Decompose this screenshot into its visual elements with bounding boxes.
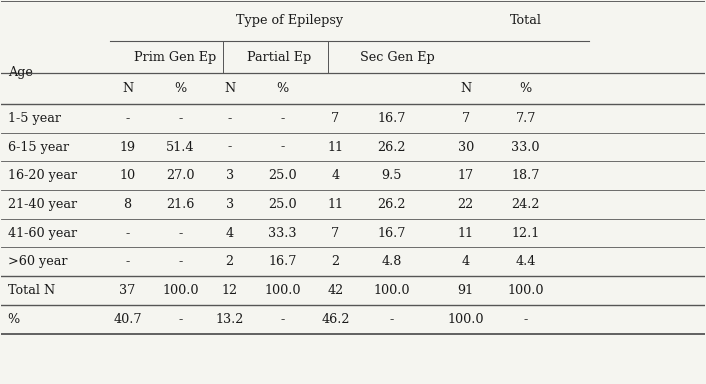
Text: -: - xyxy=(126,112,130,125)
Text: 42: 42 xyxy=(328,284,344,297)
Text: 10: 10 xyxy=(119,169,136,182)
Text: 30: 30 xyxy=(457,141,474,154)
Text: 4.8: 4.8 xyxy=(381,255,402,268)
Text: -: - xyxy=(390,313,394,326)
Text: 9.5: 9.5 xyxy=(381,169,402,182)
Text: 1-5 year: 1-5 year xyxy=(8,112,61,125)
Text: %: % xyxy=(520,82,532,95)
Text: 22: 22 xyxy=(457,198,474,211)
Text: 16-20 year: 16-20 year xyxy=(8,169,77,182)
Text: 16.7: 16.7 xyxy=(268,255,297,268)
Text: 11: 11 xyxy=(328,141,343,154)
Text: 19: 19 xyxy=(119,141,136,154)
Text: 16.7: 16.7 xyxy=(378,112,406,125)
Text: 7.7: 7.7 xyxy=(515,112,536,125)
Text: -: - xyxy=(280,112,285,125)
Text: 11: 11 xyxy=(457,227,474,240)
Text: 46.2: 46.2 xyxy=(321,313,349,326)
Text: 4: 4 xyxy=(462,255,469,268)
Text: 16.7: 16.7 xyxy=(378,227,406,240)
Text: -: - xyxy=(178,313,182,326)
Text: 3: 3 xyxy=(226,198,234,211)
Text: 13.2: 13.2 xyxy=(215,313,244,326)
Text: 17: 17 xyxy=(457,169,474,182)
Text: -: - xyxy=(178,112,182,125)
Text: 27.0: 27.0 xyxy=(166,169,195,182)
Text: 40.7: 40.7 xyxy=(113,313,142,326)
Text: %: % xyxy=(8,313,20,326)
Text: 37: 37 xyxy=(119,284,136,297)
Text: 100.0: 100.0 xyxy=(508,284,544,297)
Text: N: N xyxy=(460,82,472,95)
Text: %: % xyxy=(277,82,289,95)
Text: -: - xyxy=(227,141,232,154)
Text: Type of Epilepsy: Type of Epilepsy xyxy=(236,14,343,27)
Text: 4: 4 xyxy=(331,169,340,182)
Text: -: - xyxy=(524,313,528,326)
Text: 7: 7 xyxy=(462,112,469,125)
Text: 25.0: 25.0 xyxy=(268,169,297,182)
Text: 2: 2 xyxy=(226,255,234,268)
Text: -: - xyxy=(280,141,285,154)
Text: N: N xyxy=(122,82,133,95)
Text: 11: 11 xyxy=(328,198,343,211)
Text: 18.7: 18.7 xyxy=(511,169,540,182)
Text: 100.0: 100.0 xyxy=(264,284,301,297)
Text: %: % xyxy=(174,82,186,95)
Text: 24.2: 24.2 xyxy=(511,198,540,211)
Text: 26.2: 26.2 xyxy=(378,141,406,154)
Text: 25.0: 25.0 xyxy=(268,198,297,211)
Text: -: - xyxy=(126,255,130,268)
Text: -: - xyxy=(227,112,232,125)
Text: 26.2: 26.2 xyxy=(378,198,406,211)
Text: Age: Age xyxy=(8,66,32,79)
Text: 33.3: 33.3 xyxy=(268,227,297,240)
Text: 6-15 year: 6-15 year xyxy=(8,141,69,154)
Text: -: - xyxy=(126,227,130,240)
Text: 91: 91 xyxy=(457,284,474,297)
Text: 8: 8 xyxy=(124,198,131,211)
Text: Sec Gen Ep: Sec Gen Ep xyxy=(359,51,434,64)
Text: 7: 7 xyxy=(331,227,340,240)
Text: 12.1: 12.1 xyxy=(512,227,540,240)
Text: 51.4: 51.4 xyxy=(166,141,195,154)
Text: 7: 7 xyxy=(331,112,340,125)
Text: -: - xyxy=(178,227,182,240)
Text: 33.0: 33.0 xyxy=(511,141,540,154)
Text: 100.0: 100.0 xyxy=(373,284,410,297)
Text: 21-40 year: 21-40 year xyxy=(8,198,77,211)
Text: 3: 3 xyxy=(226,169,234,182)
Text: Partial Ep: Partial Ep xyxy=(247,51,311,64)
Text: Total N: Total N xyxy=(8,284,55,297)
Text: 21.6: 21.6 xyxy=(166,198,195,211)
Text: -: - xyxy=(178,255,182,268)
Text: 4.4: 4.4 xyxy=(515,255,536,268)
Text: 12: 12 xyxy=(222,284,238,297)
Text: 41-60 year: 41-60 year xyxy=(8,227,77,240)
Text: >60 year: >60 year xyxy=(8,255,67,268)
Text: Total: Total xyxy=(510,14,542,27)
Text: 4: 4 xyxy=(226,227,234,240)
Text: -: - xyxy=(280,313,285,326)
Text: 100.0: 100.0 xyxy=(448,313,484,326)
Text: 2: 2 xyxy=(331,255,340,268)
Text: Prim Gen Ep: Prim Gen Ep xyxy=(134,51,216,64)
Text: 100.0: 100.0 xyxy=(162,284,198,297)
Text: N: N xyxy=(224,82,235,95)
